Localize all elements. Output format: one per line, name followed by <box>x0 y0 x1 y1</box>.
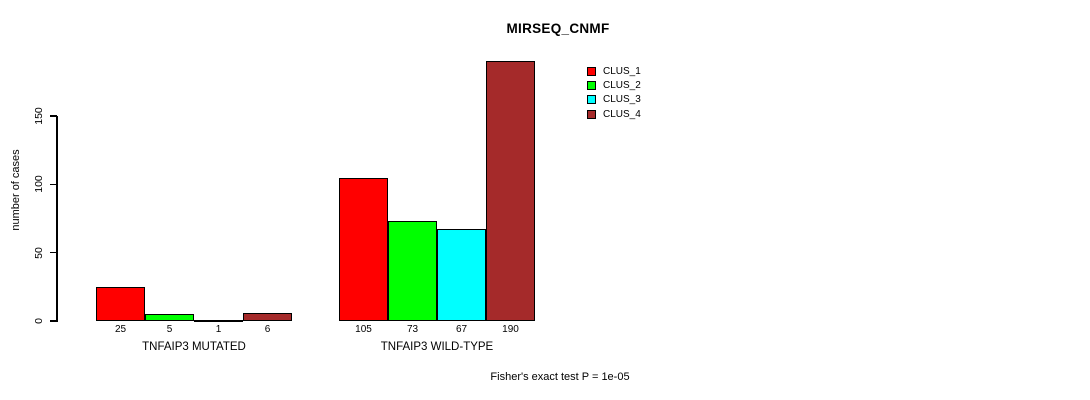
bar-clus_1-group2 <box>339 177 388 321</box>
legend-swatch-clus_3 <box>587 95 596 105</box>
legend-swatch-clus_2 <box>587 80 596 90</box>
y-axis-tick-label: 0 <box>33 318 45 324</box>
bar-value-label: 6 <box>264 324 271 335</box>
bar-clus_4-group2 <box>486 61 535 321</box>
legend-label: CLUS_2 <box>603 79 641 91</box>
legend-label: CLUS_3 <box>603 94 641 106</box>
y-axis-tick <box>50 183 57 186</box>
y-axis-tick <box>50 115 57 117</box>
bar-value-label: 25 <box>114 324 127 335</box>
y-axis-line <box>56 116 58 322</box>
bar-value-label: 5 <box>166 324 173 335</box>
y-axis-tick-label: 50 <box>33 246 45 259</box>
category-label: TNFAIP3 MUTATED <box>142 341 246 353</box>
legend-item-clus_4: CLUS_4 <box>587 107 641 121</box>
bar-clus_2-group2 <box>388 221 437 321</box>
legend-label: CLUS_4 <box>603 108 641 120</box>
y-axis-tick-label: 150 <box>33 107 45 125</box>
bar-clus_3-group2 <box>437 229 486 321</box>
footnote-pvalue: Fisher's exact test P = 1e-05 <box>490 371 630 383</box>
y-axis-title: number of cases <box>10 149 22 231</box>
bar-value-label: 105 <box>355 324 372 335</box>
bar-clus_1-group1 <box>96 286 145 321</box>
chart-title: MIRSEQ_CNMF <box>506 21 610 36</box>
legend-swatch-clus_4 <box>587 109 596 119</box>
legend-label: CLUS_1 <box>603 65 641 77</box>
category-label: TNFAIP3 WILD-TYPE <box>380 341 494 353</box>
bar-clus_4-group1 <box>243 312 292 321</box>
y-axis-tick-label: 100 <box>33 175 45 194</box>
y-axis-tick <box>50 320 57 322</box>
y-axis-tick <box>50 251 57 254</box>
bar-value-label: 73 <box>406 324 419 335</box>
bar-value-label: 190 <box>502 324 519 335</box>
legend-item-clus_2: CLUS_2 <box>587 78 641 92</box>
legend-item-clus_1: CLUS_1 <box>587 64 641 78</box>
legend-item-clus_3: CLUS_3 <box>587 93 641 107</box>
bar-value-label: 67 <box>455 324 468 335</box>
legend: CLUS_1 CLUS_2 CLUS_3 CLUS_4 <box>587 64 641 121</box>
bar-clus_2-group1 <box>145 314 194 321</box>
bar-value-label: 1 <box>215 324 222 335</box>
legend-swatch-clus_1 <box>587 66 596 76</box>
bar-clus_3-group1 <box>194 319 243 322</box>
